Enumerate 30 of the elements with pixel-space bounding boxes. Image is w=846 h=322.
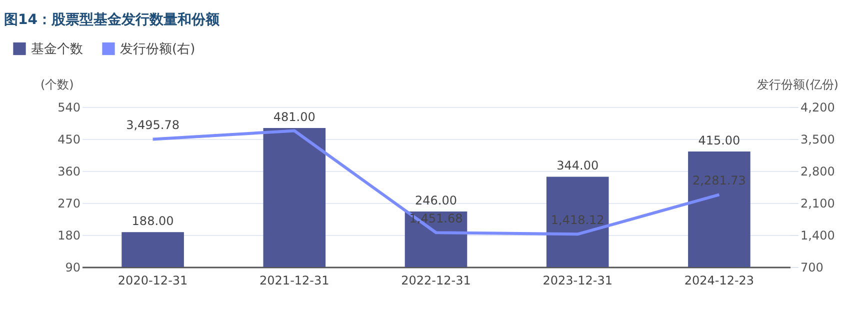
chart-title: 图14：股票型基金发行数量和份额 bbox=[4, 11, 220, 28]
y-tick-label: 540 bbox=[58, 100, 80, 114]
y-tick-label: 270 bbox=[58, 196, 80, 210]
data-label: 3,495.78 bbox=[126, 118, 180, 132]
data-label: 415.00 bbox=[698, 133, 740, 148]
x-tick-label: 2021-12-31 bbox=[260, 274, 330, 288]
x-tick-label: 2022-12-31 bbox=[401, 274, 471, 288]
y2-tick-label: 700 bbox=[800, 260, 824, 274]
y2-tick-label: 2,100 bbox=[800, 196, 835, 210]
y2-tick-label: 2,800 bbox=[800, 164, 835, 178]
y2-axis-title: 发行份额(亿份) bbox=[757, 78, 838, 92]
legend-label: 基金个数 bbox=[31, 42, 83, 57]
data-label: 1,418.12 bbox=[550, 213, 604, 228]
y2-tick-label: 4,200 bbox=[800, 100, 835, 114]
y-tick-label: 450 bbox=[58, 132, 80, 146]
x-tick-label: 2020-12-31 bbox=[118, 274, 188, 288]
data-label: 481.00 bbox=[273, 110, 316, 124]
data-label: 344.00 bbox=[556, 158, 599, 173]
y2-tick-label: 3,500 bbox=[800, 132, 835, 146]
y-tick-label: 360 bbox=[58, 164, 80, 178]
x-tick-label: 2023-12-31 bbox=[542, 274, 612, 288]
y-axis-title: (个数) bbox=[40, 78, 74, 92]
x-tick-label: 2024-12-23 bbox=[684, 274, 754, 288]
data-label: 2,281.73 bbox=[692, 174, 746, 188]
data-label: 246.00 bbox=[415, 194, 457, 208]
y-tick-label: 90 bbox=[65, 260, 80, 274]
y-tick-label: 180 bbox=[58, 228, 80, 242]
legend-label: 发行份额(右) bbox=[120, 42, 196, 57]
data-label: 188.00 bbox=[132, 214, 174, 228]
y2-tick-label: 1,400 bbox=[800, 228, 835, 242]
